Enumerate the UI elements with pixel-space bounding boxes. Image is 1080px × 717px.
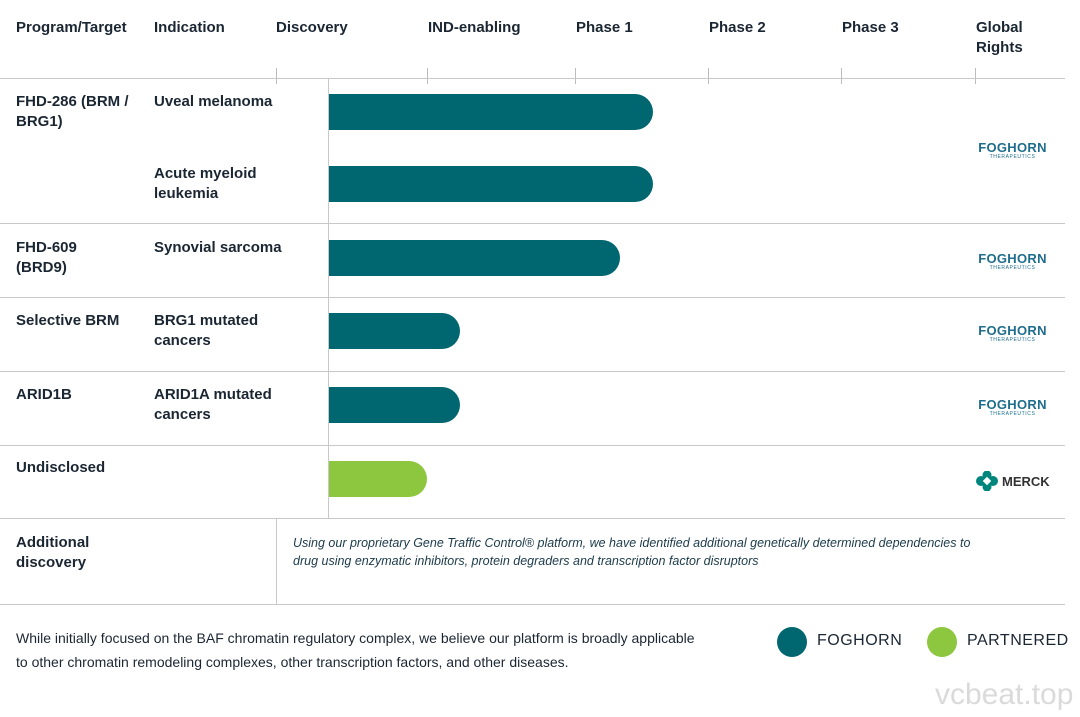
header-stage-ind: IND-enabling bbox=[428, 19, 521, 36]
program-label: FHD-609 (BRD9) bbox=[16, 239, 77, 276]
divider bbox=[0, 371, 1065, 372]
header-stage-phase1: Phase 1 bbox=[576, 19, 633, 36]
logo-subtext: THERAPEUTICS bbox=[989, 337, 1036, 343]
header-stage-phase3: Phase 3 bbox=[842, 19, 899, 36]
logo-subtext: THERAPEUTICS bbox=[989, 154, 1036, 160]
additional-divider bbox=[276, 518, 277, 604]
legend-dot-partnered bbox=[927, 627, 957, 657]
program-label: Undisclosed bbox=[16, 459, 106, 476]
divider bbox=[0, 445, 1065, 446]
foghorn-logo: FOGHORN THERAPEUTICS bbox=[975, 324, 1050, 344]
additional-description: Using our proprietary Gene Traffic Contr… bbox=[293, 536, 971, 568]
logo-text: FOGHORN bbox=[978, 140, 1047, 155]
legend-label-foghorn: FOGHORN bbox=[817, 632, 903, 649]
pipeline-bar bbox=[329, 166, 654, 202]
pipeline-bar bbox=[329, 313, 460, 349]
tick-phase1 bbox=[575, 68, 576, 84]
tick-phase3 bbox=[841, 68, 842, 84]
logo-text: FOGHORN bbox=[978, 251, 1047, 266]
indication-label: Uveal melanoma bbox=[154, 93, 273, 110]
indication-label: BRG1 mutated cancers bbox=[154, 312, 259, 349]
watermark: vcbeat.top bbox=[935, 678, 1074, 711]
indication-label: Acute myeloid leukemia bbox=[154, 165, 257, 202]
axis-start-line bbox=[328, 79, 329, 518]
header-indication: Indication bbox=[154, 19, 225, 36]
pipeline-bar bbox=[329, 387, 460, 423]
logo-text: FOGHORN bbox=[978, 323, 1047, 338]
header-rights: Global Rights bbox=[976, 19, 1023, 56]
header-program: Program/Target bbox=[16, 19, 127, 36]
program-label: Selective BRM bbox=[16, 312, 120, 329]
divider bbox=[0, 78, 1065, 79]
merck-text: MERCK bbox=[1002, 473, 1050, 489]
legend-dot-foghorn bbox=[777, 627, 807, 657]
indication-label: ARID1A mutated cancers bbox=[154, 386, 272, 423]
indication-label: Synovial sarcoma bbox=[154, 239, 282, 256]
divider bbox=[0, 297, 1065, 298]
program-label: ARID1B bbox=[16, 386, 72, 403]
pipeline-bar bbox=[329, 240, 621, 276]
foghorn-logo: FOGHORN THERAPEUTICS bbox=[975, 398, 1050, 418]
pipeline-bar bbox=[329, 94, 654, 130]
tick-rights bbox=[975, 68, 976, 84]
merck-emblem-icon bbox=[976, 471, 998, 491]
header-stage-discovery: Discovery bbox=[276, 19, 348, 36]
divider bbox=[0, 604, 1065, 605]
header-stage-phase2: Phase 2 bbox=[709, 19, 766, 36]
logo-subtext: THERAPEUTICS bbox=[989, 265, 1036, 271]
tick-discovery bbox=[276, 68, 277, 84]
footer-text: While initially focused on the BAF chrom… bbox=[16, 630, 695, 670]
foghorn-logo: FOGHORN THERAPEUTICS bbox=[975, 141, 1050, 161]
logo-subtext: THERAPEUTICS bbox=[989, 411, 1036, 417]
tick-phase2 bbox=[708, 68, 709, 84]
foghorn-logo: FOGHORN THERAPEUTICS bbox=[975, 252, 1050, 272]
divider bbox=[0, 223, 1065, 224]
program-label: FHD-286 (BRM / BRG1) bbox=[16, 93, 129, 130]
logo-text: FOGHORN bbox=[978, 397, 1047, 412]
divider bbox=[0, 518, 1065, 519]
merck-logo: MERCK bbox=[976, 471, 1050, 491]
pipeline-bar bbox=[329, 461, 427, 497]
additional-label: Additional discovery bbox=[16, 534, 90, 571]
tick-ind bbox=[427, 68, 428, 84]
legend-label-partnered: PARTNERED bbox=[967, 632, 1069, 649]
